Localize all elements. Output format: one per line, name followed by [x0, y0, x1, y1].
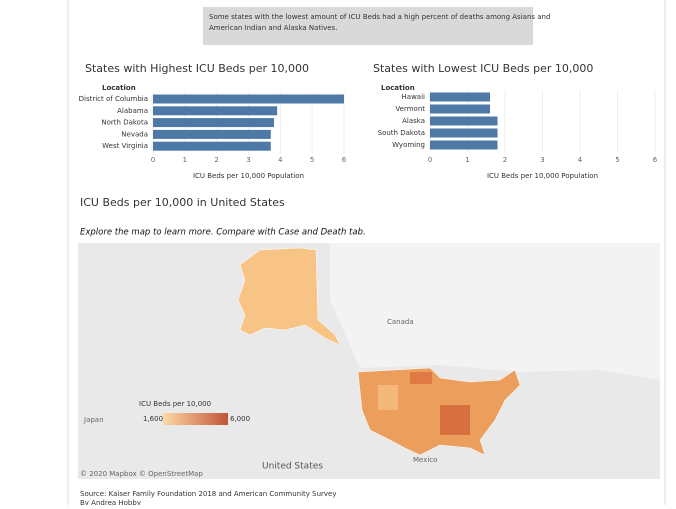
y-tick-label: Hawaii [402, 93, 426, 101]
x-tick-label: 0 [151, 156, 155, 164]
legend-max: 6,000 [230, 415, 250, 423]
bar [153, 118, 274, 128]
state [440, 405, 470, 435]
x-tick-label: 2 [214, 156, 218, 164]
note-box [203, 7, 533, 45]
bar [430, 128, 498, 138]
x-tick-label: 4 [278, 156, 283, 164]
note-text: American Indian and Alaska Natives. [209, 24, 337, 32]
y-axis-label: Location [381, 84, 415, 92]
legend-min: 1,600 [143, 415, 163, 423]
x-tick-label: 4 [578, 156, 583, 164]
contiguous-us [357, 367, 521, 456]
bar [430, 140, 498, 150]
y-tick-label: South Dakota [378, 129, 425, 137]
y-tick-label: Nevada [121, 130, 148, 138]
note-text: Some states with the lowest amount of IC… [209, 13, 550, 21]
chart-title: States with Lowest ICU Beds per 10,000 [373, 62, 593, 75]
map: Canada Mexico Japan United States © 2020… [78, 243, 660, 479]
bar [153, 94, 344, 104]
y-axis-label: Location [102, 84, 136, 92]
map-label: United States [262, 462, 323, 472]
legend-gradient [163, 413, 228, 425]
state [378, 385, 398, 410]
x-tick-label: 1 [465, 156, 469, 164]
x-tick-label: 6 [342, 156, 347, 164]
map-label: Mexico [413, 456, 437, 464]
source: Source: Kaiser Family Foundation 2018 an… [80, 490, 337, 498]
x-tick-label: 1 [183, 156, 187, 164]
x-tick-label: 5 [615, 156, 619, 164]
attribution: © 2020 Mapbox © OpenStreetMap [80, 470, 203, 478]
map-label: Canada [387, 318, 414, 326]
x-axis-label: ICU Beds per 10,000 Population [193, 172, 304, 180]
bar [430, 104, 490, 114]
state [410, 372, 432, 384]
y-tick-label: Vermont [395, 105, 425, 113]
x-tick-label: 6 [653, 156, 658, 164]
y-tick-label: West Virginia [102, 142, 148, 150]
bar [153, 141, 271, 151]
alaska [237, 247, 341, 346]
author: By Andrea Hobby [80, 499, 141, 505]
chart-title: States with Highest ICU Beds per 10,000 [85, 62, 309, 75]
bar [430, 92, 490, 102]
y-tick-label: Alabama [117, 107, 148, 115]
y-tick-label: Alaska [402, 117, 425, 125]
bar [153, 129, 271, 139]
bar [153, 106, 278, 116]
map-subtitle: Explore the map to learn more. Compare w… [80, 228, 366, 238]
map-label: Japan [83, 416, 104, 424]
x-tick-label: 0 [428, 156, 432, 164]
map-title: ICU Beds per 10,000 in United States [80, 196, 285, 209]
y-tick-label: District of Columbia [79, 95, 148, 103]
y-tick-label: North Dakota [101, 119, 148, 127]
y-tick-label: Wyoming [392, 141, 425, 149]
x-tick-label: 3 [540, 156, 544, 164]
x-tick-label: 2 [503, 156, 507, 164]
x-tick-label: 5 [310, 156, 314, 164]
x-axis-label: ICU Beds per 10,000 Population [487, 172, 598, 180]
land [330, 243, 660, 380]
x-tick-label: 3 [246, 156, 250, 164]
bar [430, 116, 498, 126]
legend-title: ICU Beds per 10,000 [139, 400, 211, 408]
